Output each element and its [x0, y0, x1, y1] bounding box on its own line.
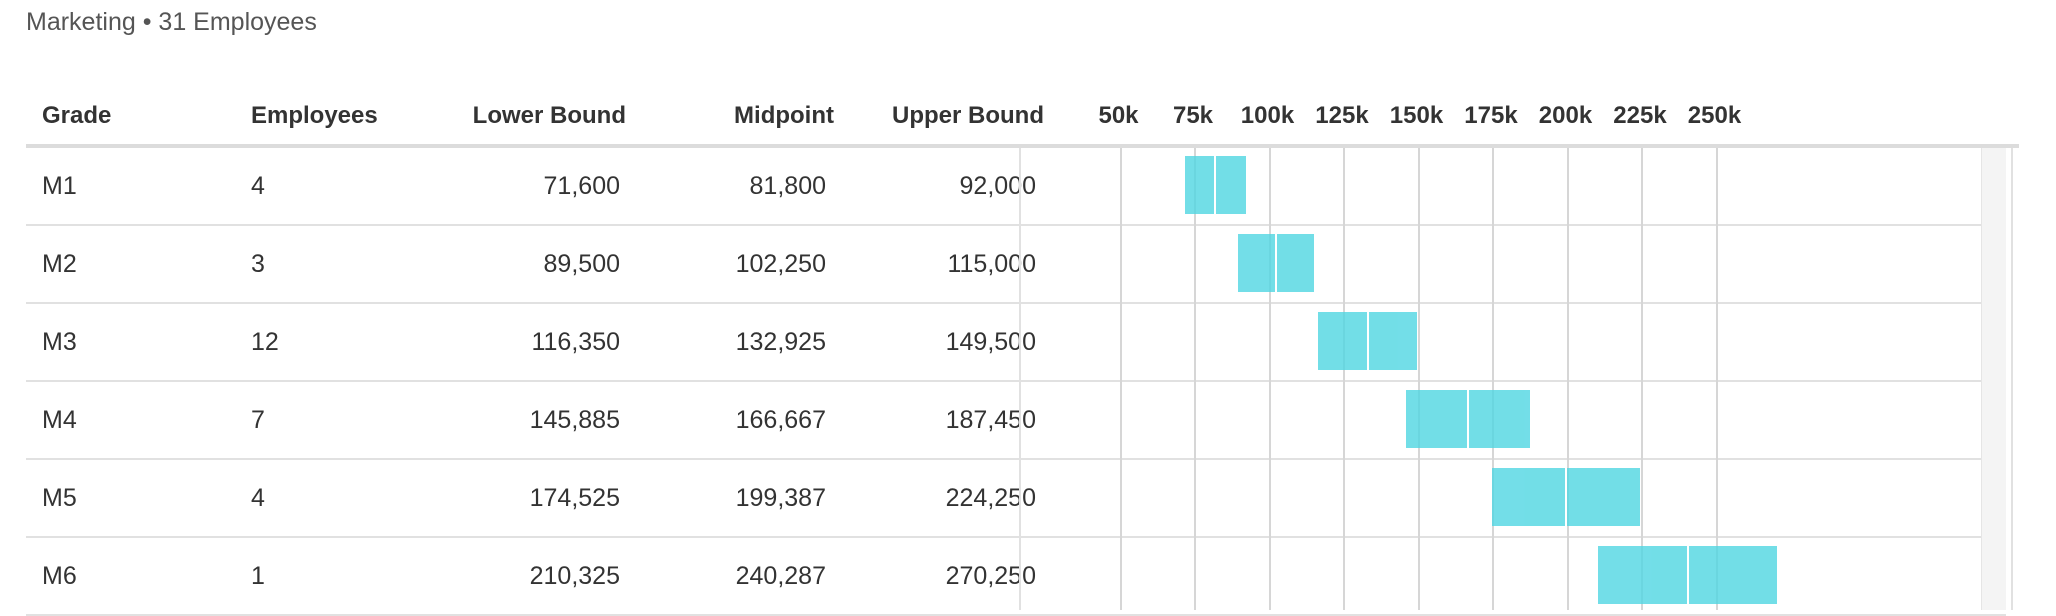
midpoint-cell: 81,800: [749, 171, 826, 200]
employees-cell: 7: [251, 405, 265, 434]
scale-tick-label: 150k: [1389, 102, 1444, 129]
grade-cell: M4: [42, 405, 77, 434]
employees-cell: 1: [251, 561, 265, 590]
gridline: [1641, 148, 1643, 610]
page-subtitle: Marketing • 31 Employees: [26, 8, 317, 36]
employees-cell: 12: [251, 327, 279, 356]
midpoint-cell: 132,925: [735, 327, 826, 356]
gridline: [1492, 148, 1494, 610]
vertical-scrollbar[interactable]: [1981, 148, 2006, 610]
grade-cell: M3: [42, 327, 77, 356]
midpoint-marker: [1467, 390, 1470, 448]
lower-bound-cell: 210,325: [529, 561, 620, 590]
upper-bound-cell: 115,000: [947, 249, 1036, 278]
upper-bound-cell: 187,450: [945, 405, 1036, 434]
midpoint-marker: [1275, 234, 1278, 292]
lower-bound-cell: 89,500: [543, 249, 620, 278]
scale-tick-label: 50k: [1098, 102, 1139, 129]
upper-bound-cell: 224,250: [945, 483, 1036, 512]
employees-cell: 4: [251, 171, 265, 200]
salary-band-table: Grade Employees Lower Bound Midpoint Upp…: [26, 88, 2019, 616]
salary-range-bar[interactable]: [1318, 312, 1417, 370]
grade-cell: M5: [42, 483, 77, 512]
salary-range-bar[interactable]: [1406, 390, 1531, 448]
grade-cell: M1: [42, 171, 77, 200]
scale-tick-label: 175k: [1464, 102, 1518, 129]
column-header-upper-bound[interactable]: Upper Bound: [892, 102, 1044, 129]
upper-bound-cell: 92,000: [959, 171, 1036, 200]
gridline: [1566, 148, 1569, 610]
midpoint-marker: [1564, 468, 1567, 526]
midpoint-marker: [1214, 156, 1217, 214]
scale-tick-label: 200k: [1538, 102, 1593, 129]
gridline: [1417, 148, 1420, 610]
midpoint-marker: [1366, 312, 1369, 370]
upper-bound-cell: 270,250: [945, 561, 1036, 590]
table-row[interactable]: M2 3 89,500 102,250 115,000: [26, 226, 2006, 304]
lower-bound-cell: 145,885: [529, 405, 620, 434]
midpoint-cell: 240,287: [735, 561, 826, 590]
table-row[interactable]: M1 4 71,600 81,800 92,000: [26, 148, 2006, 226]
employees-cell: 3: [251, 249, 265, 278]
midpoint-cell: 199,387: [735, 483, 826, 512]
scale-tick-label: 100k: [1240, 102, 1295, 129]
midpoint-marker: [1686, 546, 1689, 604]
gridline: [1715, 148, 1718, 610]
gridline: [1119, 148, 1122, 610]
scale-tick-label: 225k: [1613, 102, 1667, 129]
salary-range-bar[interactable]: [1238, 234, 1315, 292]
gridline: [1194, 148, 1196, 610]
grade-cell: M6: [42, 561, 77, 590]
employees-cell: 4: [251, 483, 265, 512]
midpoint-cell: 166,667: [735, 405, 826, 434]
column-header-grade[interactable]: Grade: [42, 102, 112, 129]
salary-range-bar[interactable]: [1184, 156, 1246, 214]
scale-tick-label: 75k: [1172, 102, 1214, 129]
grade-cell: M2: [42, 249, 77, 278]
salary-range-chart: [1019, 148, 2013, 610]
upper-bound-cell: 149,500: [945, 327, 1036, 356]
column-header-lower-bound[interactable]: Lower Bound: [472, 102, 626, 129]
scale-tick-label: 250k: [1687, 102, 1742, 129]
column-header-midpoint[interactable]: Midpoint: [734, 102, 834, 129]
lower-bound-cell: 174,525: [529, 483, 620, 512]
column-header-employees[interactable]: Employees: [251, 102, 378, 129]
salary-range-bar[interactable]: [1491, 468, 1640, 526]
gridline: [1268, 148, 1271, 610]
table-header: Grade Employees Lower Bound Midpoint Upp…: [26, 88, 2019, 148]
gridline: [1343, 148, 1345, 610]
salary-range-bar[interactable]: [1598, 546, 1777, 604]
lower-bound-cell: 116,350: [531, 327, 620, 356]
midpoint-cell: 102,250: [735, 249, 826, 278]
lower-bound-cell: 71,600: [543, 171, 620, 200]
scale-tick-label: 125k: [1315, 102, 1369, 129]
